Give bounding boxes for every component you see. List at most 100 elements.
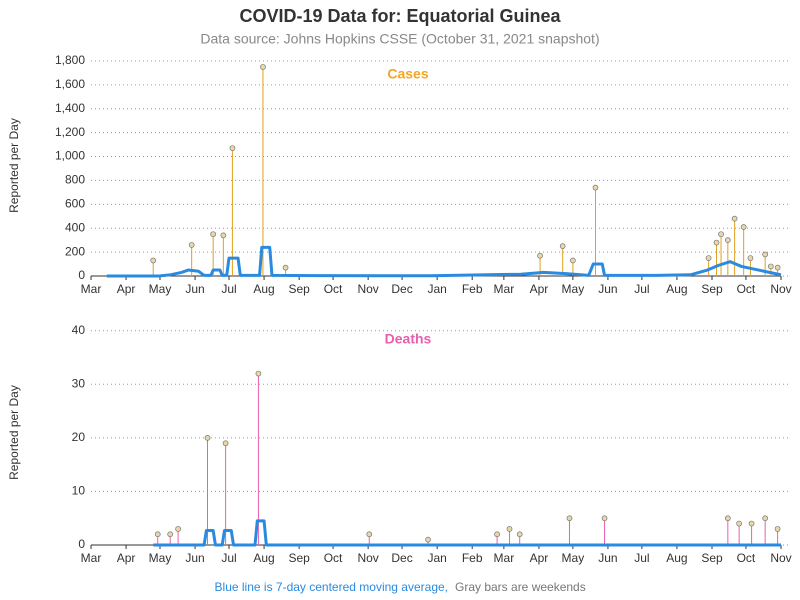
panel-title: Deaths — [385, 331, 432, 347]
dot — [774, 526, 781, 532]
y-tick-label: 10 — [72, 484, 86, 498]
lollipop — [204, 435, 211, 545]
x-tick-label: Apr — [530, 551, 549, 565]
dot — [229, 145, 236, 152]
lollipop — [150, 257, 157, 276]
lollipop — [747, 255, 754, 276]
dot — [167, 531, 174, 538]
dot — [718, 231, 724, 238]
x-tick-label: Mar — [81, 282, 102, 296]
lollipop — [731, 215, 738, 276]
lollipop — [748, 520, 755, 545]
y-axis-label: Reported per Day — [7, 118, 21, 213]
x-tick-label: Jul — [634, 551, 649, 565]
y-tick-label: 200 — [65, 244, 85, 258]
dot — [222, 440, 229, 447]
x-tick-label: Sep — [701, 551, 723, 565]
lollipop — [718, 231, 724, 276]
y-tick-label: 1,000 — [55, 149, 85, 163]
x-tick-label: Nov — [770, 282, 791, 296]
y-tick-label: 1,600 — [55, 77, 85, 91]
dot — [204, 435, 211, 441]
dot — [762, 515, 769, 522]
x-tick-label: Apr — [530, 282, 549, 296]
x-tick-label: Jan — [427, 551, 446, 565]
dot — [516, 531, 523, 538]
x-tick-label: Aug — [666, 282, 687, 296]
lollipop — [566, 515, 573, 545]
lollipop — [167, 531, 174, 545]
lollipop — [154, 531, 161, 545]
lollipop — [774, 526, 781, 545]
dot — [731, 215, 738, 222]
x-tick-label: Nov — [357, 551, 378, 565]
y-tick-label: 400 — [65, 220, 85, 234]
x-tick-label: Oct — [737, 551, 756, 565]
lollipop — [260, 64, 266, 276]
y-tick-label: 1,400 — [55, 101, 85, 115]
dot — [506, 526, 513, 532]
dot — [366, 531, 373, 538]
x-tick-label: Oct — [324, 551, 343, 565]
lollipop — [559, 243, 566, 276]
x-tick-label: Feb — [462, 551, 483, 565]
x-tick-label: Apr — [117, 551, 136, 565]
x-tick-label: Jun — [185, 282, 204, 296]
x-tick-label: Mar — [494, 551, 515, 565]
lollipop — [220, 232, 227, 276]
dot — [188, 242, 195, 248]
dot — [724, 515, 731, 522]
lollipop — [494, 531, 500, 545]
lollipop — [516, 531, 523, 545]
x-tick-label: Dec — [391, 551, 412, 565]
x-tick-label: Aug — [253, 282, 274, 296]
dot — [154, 531, 161, 538]
y-tick-label: 1,200 — [55, 125, 85, 139]
y-tick-label: 20 — [72, 430, 86, 444]
x-tick-label: May — [149, 551, 172, 565]
x-tick-label: Oct — [324, 282, 343, 296]
y-tick-label: 800 — [65, 173, 85, 187]
dot — [748, 520, 755, 527]
lollipop — [713, 239, 720, 276]
lollipop — [736, 520, 742, 545]
lollipop — [705, 255, 712, 276]
chart-title: COVID-19 Data for: Equatorial Guinea — [239, 6, 561, 26]
x-tick-label: Jan — [427, 282, 446, 296]
dot — [774, 264, 781, 271]
lollipop — [175, 526, 181, 545]
lollipop — [601, 515, 608, 545]
lollipop — [724, 237, 731, 276]
x-tick-label: Dec — [391, 282, 412, 296]
footer-note: Gray bars are weekends — [455, 580, 586, 594]
x-tick-label: Jul — [221, 551, 236, 565]
dot — [762, 251, 769, 258]
x-tick-label: Oct — [737, 282, 756, 296]
chart-subtitle: Data source: Johns Hopkins CSSE (October… — [200, 31, 599, 47]
dot — [601, 515, 608, 522]
dot — [559, 243, 566, 249]
dot — [767, 263, 774, 270]
x-tick-label: Jun — [598, 551, 617, 565]
y-tick-label: 0 — [78, 268, 85, 282]
lollipop — [762, 515, 769, 545]
y-tick-label: 0 — [78, 537, 85, 551]
dot — [260, 64, 266, 70]
x-tick-label: Aug — [253, 551, 274, 565]
x-tick-label: May — [149, 282, 172, 296]
y-axis-label: Reported per Day — [7, 385, 21, 480]
moving-average-line — [153, 519, 781, 547]
dot — [220, 232, 227, 239]
y-tick-label: 30 — [72, 376, 86, 390]
lollipop — [724, 515, 731, 545]
x-tick-label: Nov — [770, 551, 791, 565]
dot — [425, 536, 431, 543]
lollipop — [255, 370, 262, 545]
x-tick-label: Sep — [288, 282, 310, 296]
dot — [537, 252, 543, 259]
x-tick-label: Apr — [117, 282, 136, 296]
x-tick-label: Mar — [81, 551, 102, 565]
dot — [210, 231, 217, 238]
x-tick-label: Feb — [462, 282, 483, 296]
